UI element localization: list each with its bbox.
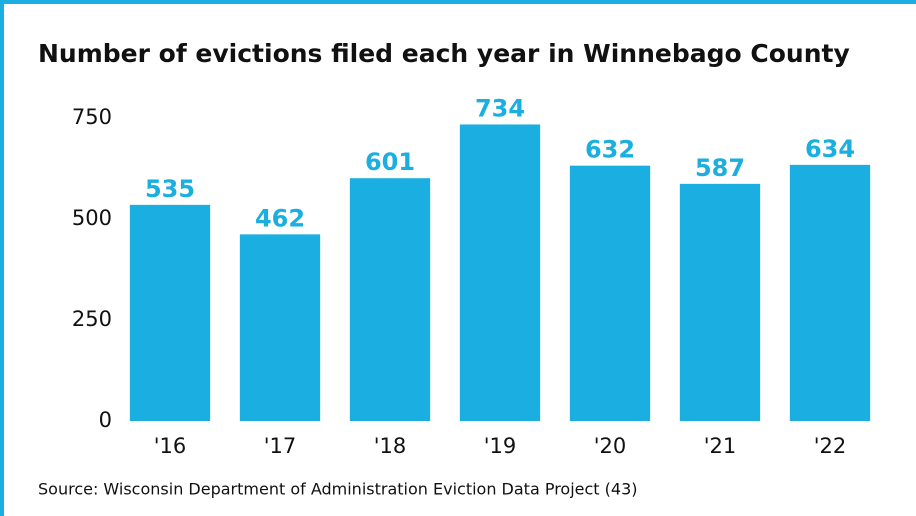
y-tick-label: 750 [72, 105, 112, 129]
y-tick-label: 500 [72, 206, 112, 230]
y-tick-label: 250 [72, 307, 112, 331]
value-label: 587 [695, 154, 745, 182]
bar [129, 204, 211, 421]
bar [349, 178, 431, 421]
x-tick-label: '22 [814, 434, 847, 458]
x-tick-label: '18 [374, 434, 407, 458]
bar [789, 164, 871, 421]
x-tick-label: '19 [484, 434, 517, 458]
x-tick-label: '20 [594, 434, 627, 458]
left-border [0, 0, 4, 516]
value-label: 632 [585, 136, 635, 164]
value-label: 601 [365, 148, 415, 176]
bar [569, 165, 651, 421]
top-border [0, 0, 916, 4]
x-tick-label: '16 [154, 434, 187, 458]
x-tick-label: '21 [704, 434, 737, 458]
x-tick-label: '17 [264, 434, 297, 458]
chart-title: Number of evictions filed each year in W… [38, 39, 850, 68]
source-note: Source: Wisconsin Department of Administ… [38, 480, 638, 499]
bar [459, 124, 541, 422]
value-label: 734 [475, 94, 525, 122]
value-label: 462 [255, 204, 305, 232]
value-label: 535 [145, 175, 195, 203]
y-tick-label: 0 [99, 408, 112, 432]
bar [239, 234, 321, 421]
value-label: 634 [805, 135, 855, 163]
bar [679, 183, 761, 421]
